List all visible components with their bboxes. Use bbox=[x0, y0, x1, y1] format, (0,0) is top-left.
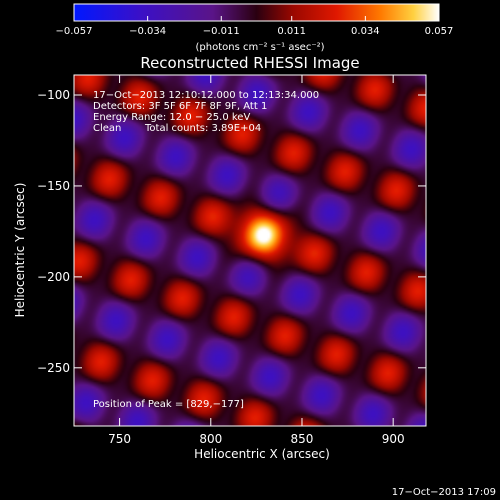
y-tick-label: −150 bbox=[37, 179, 70, 193]
x-axis-label: Heliocentric X (arcsec) bbox=[194, 447, 330, 461]
colorbar-tick-label: −0.011 bbox=[203, 26, 240, 37]
y-tick-label: −250 bbox=[37, 361, 70, 375]
colorbar-units-label: (photons cm⁻² s⁻¹ asec⁻²) bbox=[195, 42, 324, 53]
x-tick-label: 750 bbox=[108, 432, 131, 446]
y-tick-label: −200 bbox=[37, 270, 70, 284]
y-tick-label: −100 bbox=[37, 88, 70, 102]
plot-frame bbox=[73, 74, 427, 427]
annotation-clean: Clean bbox=[93, 123, 121, 134]
x-tick-label: 900 bbox=[382, 432, 405, 446]
x-tick-label: 800 bbox=[199, 432, 222, 446]
colorbar-ticks: −0.057 −0.034 −0.011 0.011 0.034 0.057 bbox=[55, 16, 453, 37]
timestamp: 17−Oct−2013 17:09 bbox=[392, 487, 496, 498]
colorbar-tick-label: −0.057 bbox=[55, 26, 92, 37]
colorbar-tick-label: 0.034 bbox=[351, 26, 380, 37]
annotation-time: 17−Oct−2013 12:10:12.000 to 12:13:34.000 bbox=[93, 90, 319, 101]
chart-title: Reconstructed RHESSI Image bbox=[140, 54, 359, 72]
y-axis-label: Heliocentric Y (arcsec) bbox=[13, 183, 27, 318]
y-axis-ticks: −100 −150 −200 −250 bbox=[37, 88, 426, 375]
heatmap-image bbox=[74, 75, 426, 426]
annotation-detectors: Detectors: 3F 5F 6F 7F 8F 9F, Att 1 bbox=[93, 101, 267, 112]
annotation-energy: Energy Range: 12.0 − 25.0 keV bbox=[93, 112, 250, 123]
colorbar-tick-label: −0.034 bbox=[129, 26, 166, 37]
colorbar-tick-label: 0.057 bbox=[425, 26, 454, 37]
x-tick-label: 850 bbox=[291, 432, 314, 446]
annotation-total-counts: Total counts: 3.89E+04 bbox=[144, 123, 261, 134]
x-axis-ticks: 750 800 850 900 bbox=[108, 75, 405, 446]
peak-position-label: Position of Peak = [829,−177] bbox=[93, 399, 244, 410]
colorbar-tick-label: 0.011 bbox=[277, 26, 306, 37]
colorbar bbox=[73, 3, 440, 22]
